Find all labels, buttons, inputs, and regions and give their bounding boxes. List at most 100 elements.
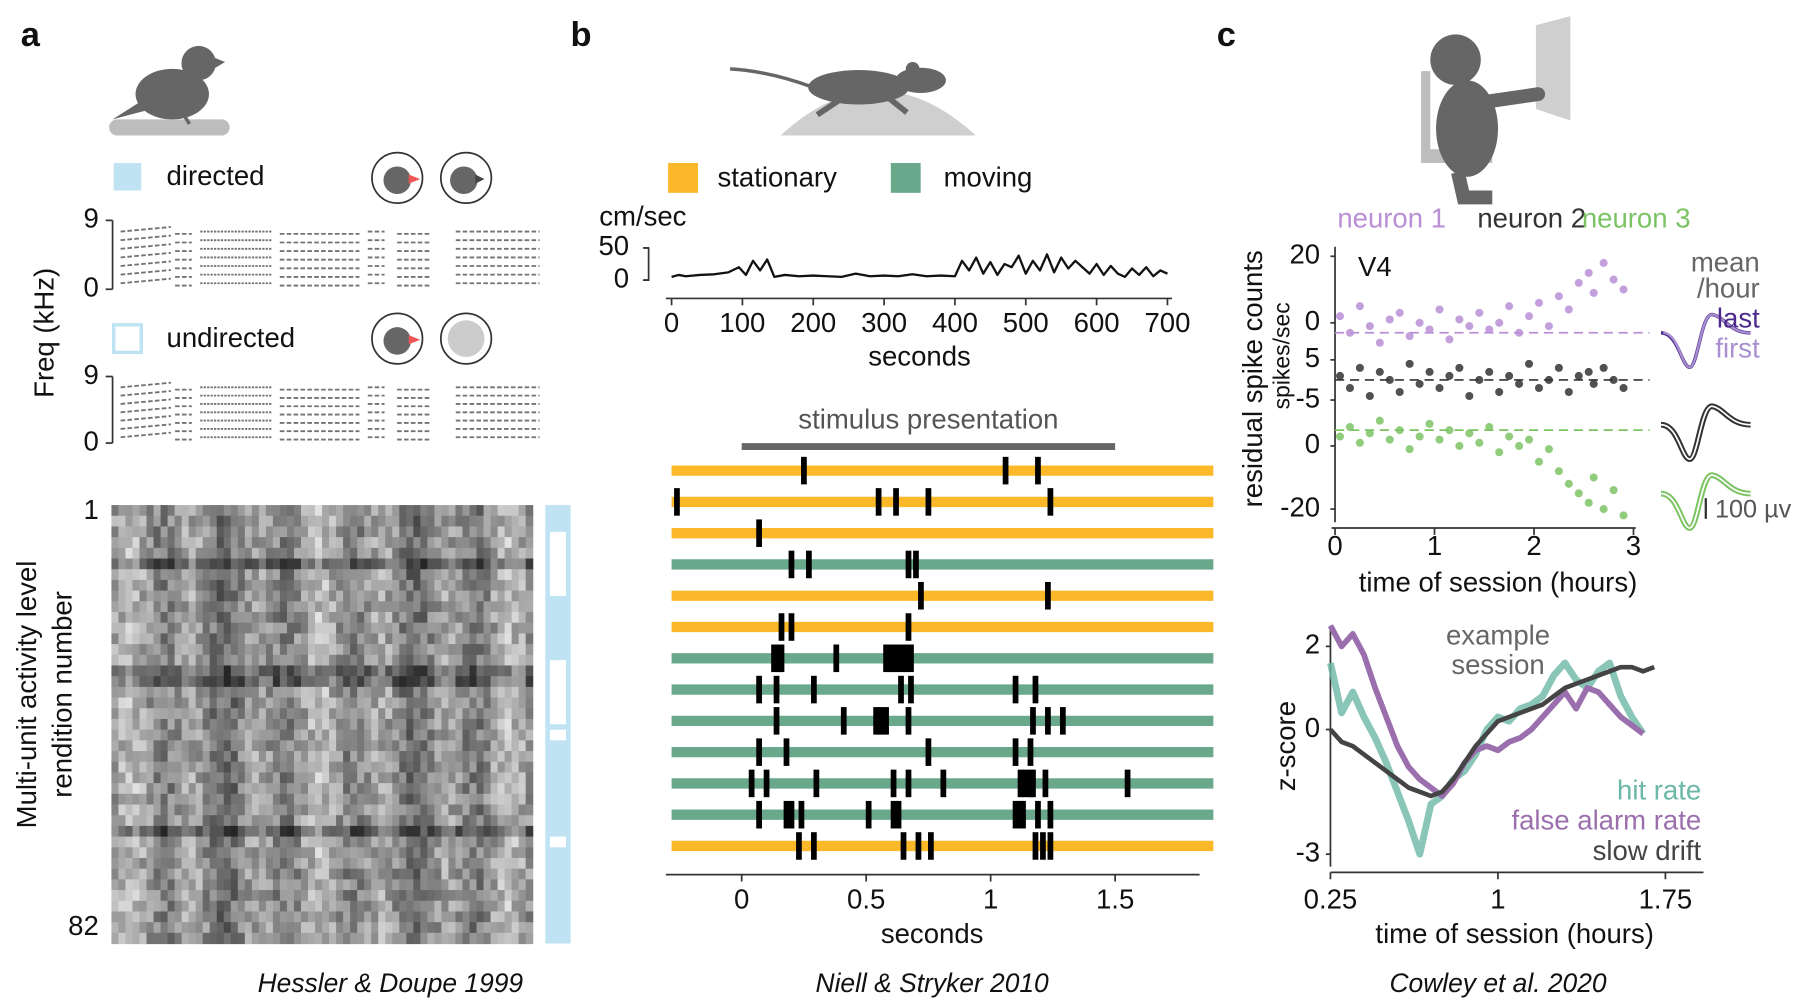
heatmap-cell: [434, 633, 442, 645]
heatmap-cell: [315, 558, 323, 570]
heatmap-cell: [308, 686, 316, 699]
heatmap-cell: [385, 558, 393, 570]
heatmap-cell: [223, 644, 232, 656]
heatmap-cell: [483, 537, 492, 549]
heatmap-cell: [237, 526, 246, 538]
point: [1435, 383, 1444, 392]
spike: [925, 488, 932, 516]
heatmap-cell: [139, 622, 148, 634]
heatmap-cell: [265, 847, 274, 859]
heatmap-cell: [357, 601, 365, 613]
heatmap-cell: [476, 558, 485, 570]
heatmap-cell: [258, 515, 267, 528]
heatmap-cell: [315, 612, 323, 624]
heatmap-cell: [244, 612, 253, 624]
heatmap-cell: [511, 665, 520, 677]
heatmap-cell: [125, 718, 134, 731]
heatmap-cell: [195, 590, 204, 602]
heatmap-cell: [286, 751, 295, 763]
heatmap-cell: [195, 825, 204, 838]
heatmap-cell: [265, 505, 274, 517]
heatmap-cell: [385, 579, 393, 592]
heatmap-cell: [511, 740, 520, 752]
heatmap-cell: [392, 686, 400, 699]
heatmap-cell: [343, 900, 351, 913]
heatmap-cell: [448, 879, 457, 891]
heatmap-cell: [139, 537, 148, 549]
heatmap-cell: [308, 622, 316, 634]
heatmap-cell: [195, 922, 204, 934]
heatmap-cell: [118, 879, 127, 891]
heatmap-cell: [441, 676, 450, 688]
heatmap-cell: [413, 729, 421, 741]
heatmap-cell: [350, 686, 358, 699]
heatmap-cell: [518, 505, 527, 517]
heatmap-cell: [364, 579, 372, 592]
heatmap-cell: [230, 932, 239, 945]
heatmap-cell: [279, 676, 288, 688]
heatmap-cell: [385, 879, 393, 891]
heatmap-cell: [279, 515, 288, 528]
heatmap-cell: [132, 537, 141, 549]
heatmap-cell: [511, 825, 520, 838]
heatmap-cell: [413, 868, 421, 880]
heatmap-cell: [469, 729, 478, 741]
heatmap-cell: [476, 708, 485, 720]
spike: [890, 644, 897, 673]
heatmap-cell: [223, 900, 232, 913]
heatmap-cell: [132, 505, 141, 517]
heatmap-cell: [258, 740, 267, 752]
heatmap-cell: [350, 515, 358, 528]
heatmap-cell: [132, 772, 141, 784]
heatmap-cell: [462, 579, 471, 592]
heatmap-cell: [188, 526, 197, 538]
heatmap-cell: [244, 644, 253, 656]
heatmap-cell: [125, 644, 134, 656]
heatmap-cell: [125, 708, 134, 720]
spike: [1047, 832, 1054, 860]
heatmap-cell: [511, 654, 520, 667]
heatmap-cell: [174, 590, 183, 602]
heatmap-cell: [483, 558, 492, 570]
heatmap-cell: [111, 612, 120, 624]
heatmap-cell: [336, 804, 344, 816]
heatmap-cell: [399, 665, 407, 677]
heatmap-cell: [181, 783, 190, 795]
heatmap-cell: [293, 697, 302, 709]
heatmap-cell: [167, 857, 176, 870]
heatmap-cell: [174, 825, 183, 838]
heatmap-cell: [385, 783, 393, 795]
heatmap-cell: [202, 622, 211, 634]
heatmap-cell: [139, 676, 148, 688]
heatmap-cell: [462, 686, 471, 699]
heatmap-cell: [160, 676, 169, 688]
heatmap-cell: [427, 836, 435, 848]
heatmap-cell: [160, 793, 169, 806]
heatmap-cell: [258, 569, 267, 581]
heatmap-cell: [111, 526, 120, 538]
heatmap-cell: [378, 526, 386, 538]
heatmap-cell: [336, 505, 344, 517]
heatmap-cell: [448, 547, 457, 560]
heatmap-cell: [378, 890, 386, 902]
heatmap-cell: [118, 558, 127, 570]
heatmap-cell: [371, 686, 379, 699]
heatmap-cell: [476, 890, 485, 902]
heatmap-cell: [406, 932, 414, 945]
spike: [900, 832, 907, 860]
heatmap-cell: [286, 505, 295, 517]
heatmap-cell: [230, 633, 239, 645]
heatmap-cell: [181, 505, 190, 517]
heatmap-cell: [286, 772, 295, 784]
heatmap-cell: [406, 558, 414, 570]
heatmap-cell: [237, 601, 246, 613]
heatmap-cell: [272, 836, 281, 848]
legend-label: undirected: [167, 322, 296, 353]
point: [1455, 315, 1464, 324]
heatmap-cell: [413, 633, 421, 645]
heatmap-cell: [146, 815, 155, 827]
heatmap-cell: [490, 654, 499, 667]
heatmap-cell: [258, 761, 267, 773]
heatmap-cell: [343, 665, 351, 677]
heatmap-cell: [300, 772, 309, 784]
